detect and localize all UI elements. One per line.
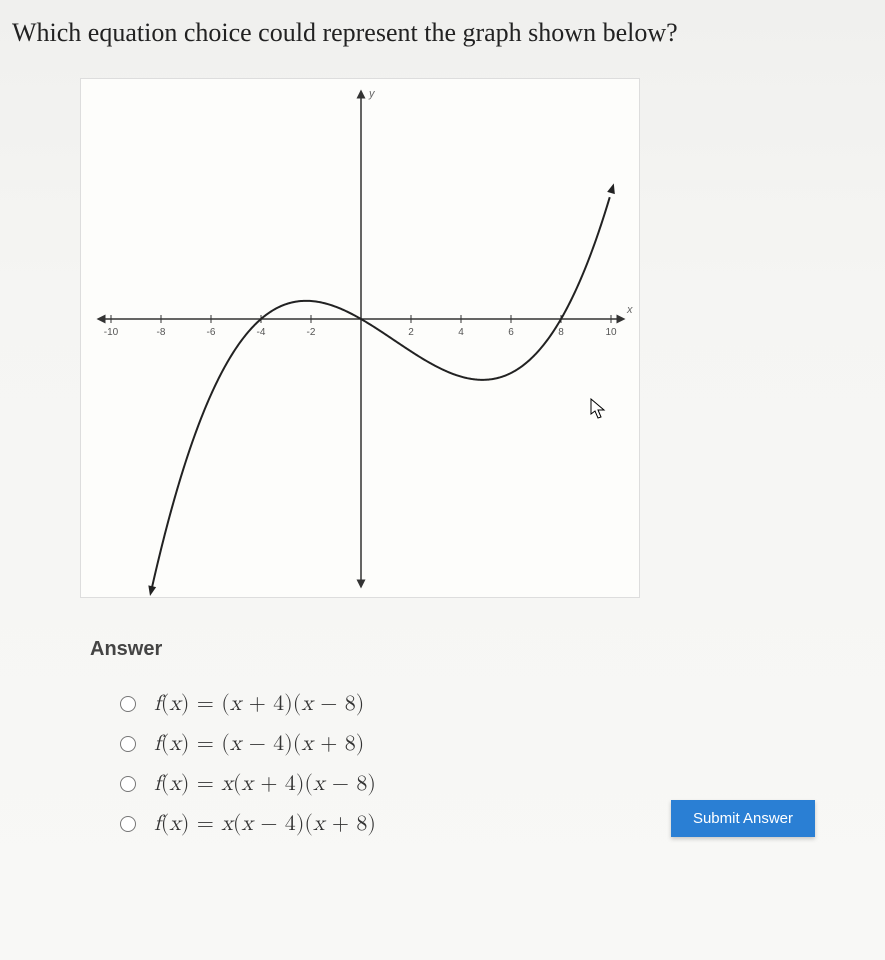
choice-radio-a[interactable] [120,696,136,712]
question-text: Which equation choice could represent th… [0,0,885,58]
svg-text:x: x [626,304,633,316]
svg-text:4: 4 [458,327,464,338]
submit-answer-button[interactable]: Submit Answer [671,800,815,837]
choice-radio-c[interactable] [120,776,136,792]
choice-c[interactable]: f(x) = x(x + 4)(x − 8) [120,771,810,797]
graph-svg: y x -10 -8 -6 -4 -2 2 4 6 8 10 [81,79,641,599]
svg-text:10: 10 [605,327,617,338]
choice-b[interactable]: f(x) = (x − 4)(x + 8) [120,731,810,757]
graph-panel: y x -10 -8 -6 -4 -2 2 4 6 8 10 [80,78,640,598]
svg-text:-6: -6 [207,327,216,338]
svg-text:6: 6 [508,327,514,338]
answer-heading: Answer [90,638,810,661]
choice-a[interactable]: f(x) = (x + 4)(x − 8) [120,691,810,717]
svg-text:-10: -10 [104,327,119,338]
svg-text:-8: -8 [157,327,166,338]
choice-radio-d[interactable] [120,816,136,832]
choice-label-a: f(x) = (x + 4)(x − 8) [154,691,364,717]
svg-text:2: 2 [408,327,414,338]
svg-text:y: y [368,88,376,100]
choice-label-b: f(x) = (x − 4)(x + 8) [154,731,364,757]
svg-text:-4: -4 [257,327,266,338]
svg-text:8: 8 [558,327,564,338]
choice-radio-b[interactable] [120,736,136,752]
svg-text:-2: -2 [307,327,316,338]
choice-label-d: f(x) = x(x − 4)(x + 8) [154,811,376,837]
choice-label-c: f(x) = x(x + 4)(x − 8) [154,771,376,797]
